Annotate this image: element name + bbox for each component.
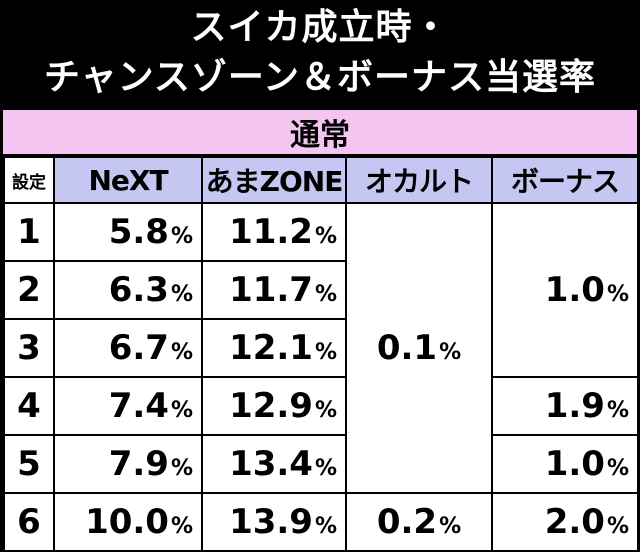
bonus-cell-setting-5: 1.0% xyxy=(491,434,639,494)
amazone-cell: 12.1% xyxy=(201,318,347,378)
table-row: 1 5.8% 11.2% 0.1% 1.0% xyxy=(3,202,639,494)
percent-sign: % xyxy=(314,282,337,307)
table-row: 5 7.9% 13.4% 1.0% xyxy=(3,434,639,494)
amazone-cell: 13.4% xyxy=(201,434,347,494)
setting-cell: 2 xyxy=(3,260,55,320)
value: 7.4 xyxy=(108,386,169,426)
percent-sign: % xyxy=(606,282,629,307)
setting-cell: 3 xyxy=(3,318,55,378)
percent-sign: % xyxy=(606,456,629,481)
value: 7.9 xyxy=(108,444,169,484)
value: 1.0 xyxy=(544,270,605,310)
next-cell: 10.0% xyxy=(53,492,203,552)
col-header-amazone: あまZONE xyxy=(201,156,347,204)
bonus-cell-setting-4: 1.9% xyxy=(491,376,639,436)
rate-table: 設定 NeXT あまZONE オカルト ボーナス 1 5.8% 11.2% 0.… xyxy=(3,156,639,552)
percent-sign: % xyxy=(314,514,337,539)
amazone-cell: 11.2% xyxy=(201,202,347,262)
next-cell: 7.9% xyxy=(53,434,203,494)
setting-cell: 6 xyxy=(3,492,55,552)
occult-cell-settings-1-5: 0.1% xyxy=(345,202,493,494)
percent-sign: % xyxy=(170,398,193,423)
table-row: 4 7.4% 12.9% 1.9% xyxy=(3,376,639,436)
value: 0.2 xyxy=(376,502,438,542)
title-block: スイカ成立時・ チャンスゾーン＆ボーナス当選率 xyxy=(0,0,640,108)
setting-cell: 1 xyxy=(3,202,55,262)
value: 6.7 xyxy=(108,328,169,368)
title-line-2: チャンスゾーン＆ボーナス当選率 xyxy=(43,57,597,98)
value: 1.9 xyxy=(544,386,605,426)
percent-sign: % xyxy=(606,398,629,423)
percent-sign: % xyxy=(170,340,193,365)
setting-cell: 5 xyxy=(3,434,55,494)
value: 0.1 xyxy=(376,328,438,368)
value: 12.1 xyxy=(229,328,313,368)
col-header-bonus: ボーナス xyxy=(491,156,639,204)
col-header-occult: オカルト xyxy=(345,156,493,204)
value: 5.8 xyxy=(108,212,169,252)
value: 11.2 xyxy=(229,212,313,252)
next-cell: 6.3% xyxy=(53,260,203,320)
percent-sign: % xyxy=(314,224,337,249)
bonus-cell-settings-1-3: 1.0% xyxy=(491,202,639,378)
next-cell: 7.4% xyxy=(53,376,203,436)
percent-sign: % xyxy=(170,282,193,307)
table-row: 2 6.3% 11.7% xyxy=(3,260,638,320)
table-row: 3 6.7% 12.1% xyxy=(3,318,638,378)
section-label: 通常 xyxy=(3,110,637,156)
percent-sign: % xyxy=(170,224,193,249)
percent-sign: % xyxy=(314,456,337,481)
percent-sign: % xyxy=(170,456,193,481)
value: 12.9 xyxy=(229,386,313,426)
setting-cell: 4 xyxy=(3,376,55,436)
value: 6.3 xyxy=(108,270,169,310)
bonus-cell-setting-6: 2.0% xyxy=(491,492,639,552)
amazone-cell: 12.9% xyxy=(201,376,347,436)
col-header-setting: 設定 xyxy=(3,156,55,204)
percent-sign: % xyxy=(170,514,193,539)
amazone-cell: 11.7% xyxy=(201,260,347,320)
value: 13.4 xyxy=(229,444,313,484)
title-line-1: スイカ成立時・ xyxy=(190,7,450,48)
percent-sign: % xyxy=(314,398,337,423)
amazone-cell: 13.9% xyxy=(201,492,347,552)
value: 10.0 xyxy=(85,502,169,542)
col-header-next: NeXT xyxy=(53,156,203,204)
occult-cell-setting-6: 0.2% xyxy=(345,492,493,552)
value: 2.0 xyxy=(544,502,605,542)
value: 11.7 xyxy=(229,270,313,310)
value: 13.9 xyxy=(229,502,313,542)
header-row: 設定 NeXT あまZONE オカルト ボーナス xyxy=(3,156,639,204)
percent-sign: % xyxy=(439,514,462,539)
percent-sign: % xyxy=(606,514,629,539)
percent-sign: % xyxy=(439,340,462,365)
table-row: 6 10.0% 13.9% 0.2% 2.0% xyxy=(3,492,639,552)
next-cell: 5.8% xyxy=(53,202,203,262)
percent-sign: % xyxy=(314,340,337,365)
value: 1.0 xyxy=(544,444,605,484)
next-cell: 6.7% xyxy=(53,318,203,378)
